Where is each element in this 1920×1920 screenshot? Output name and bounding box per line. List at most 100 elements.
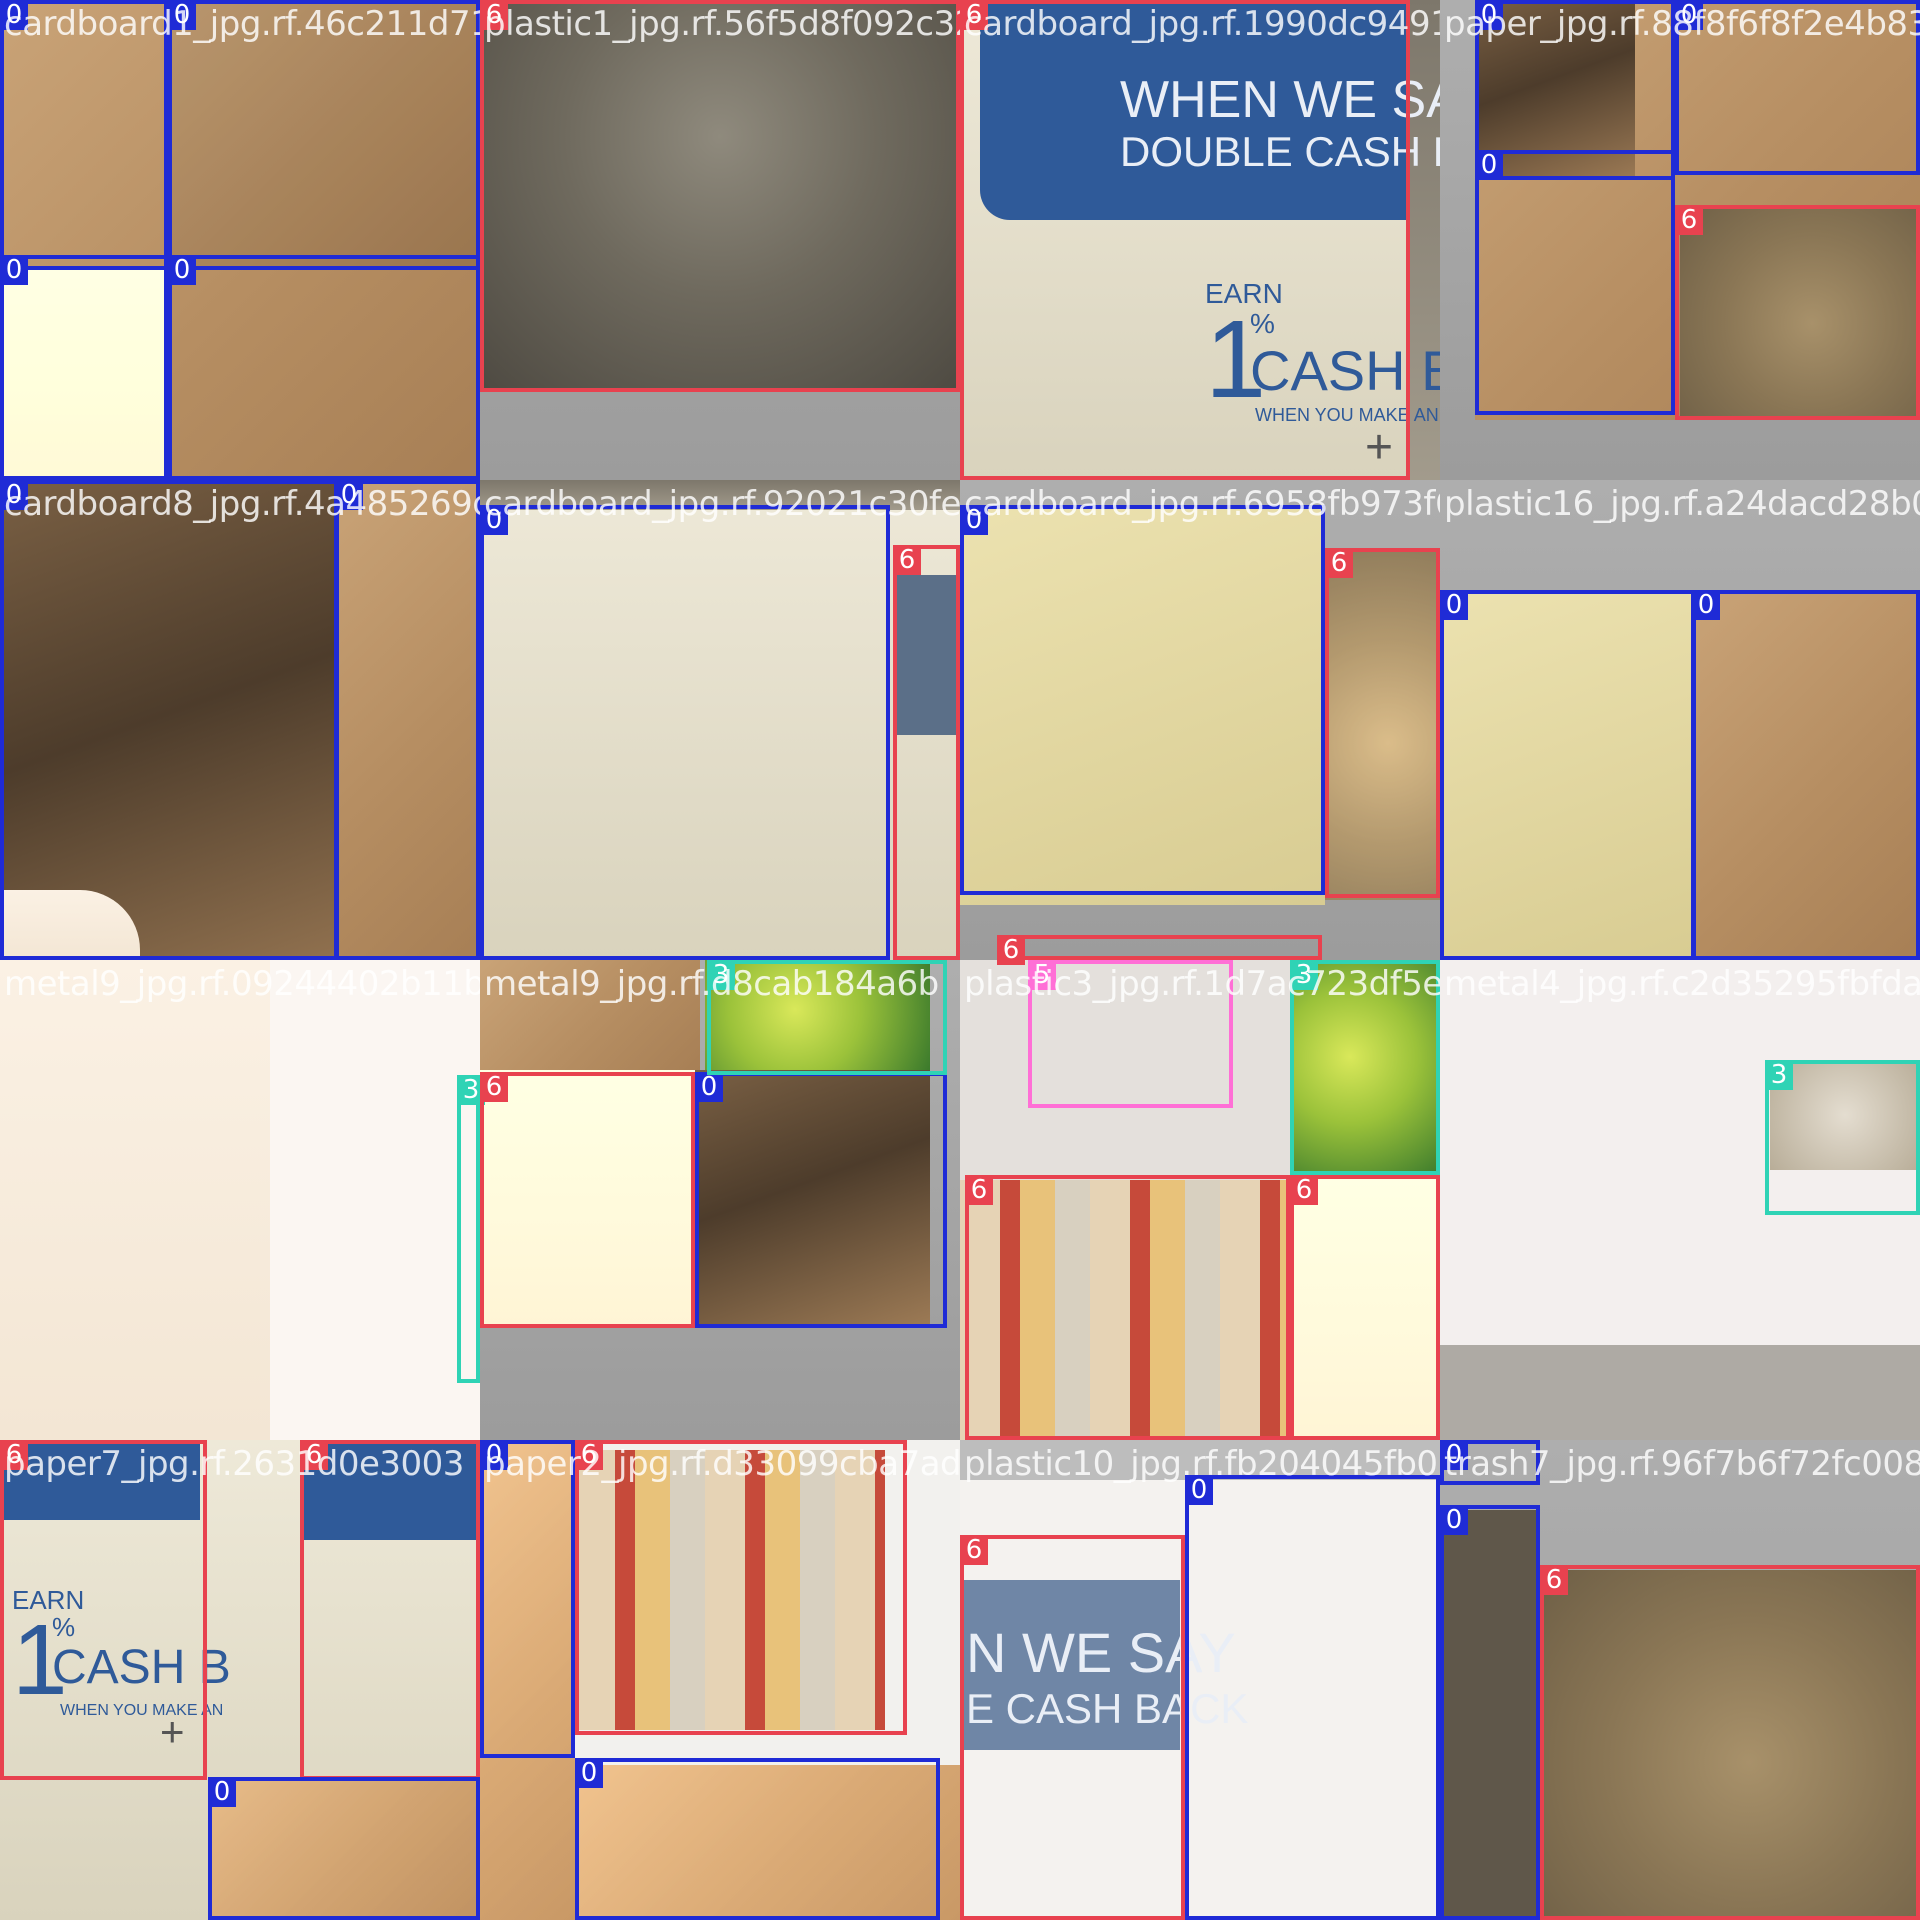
tile-6: cardboard_jpg.rf.92021c30fe6f94c25 bbox=[480, 480, 960, 960]
bbox: 6 bbox=[1540, 1565, 1920, 1920]
tile-image-part bbox=[0, 270, 170, 480]
bbox: 0 bbox=[335, 480, 480, 960]
tile-14: paper2_jpg.rf.d33099cba7ad50 bbox=[480, 1440, 960, 1920]
tile-12: metal4_jpg.rf.c2d35295fbfdaa bbox=[1440, 960, 1920, 1440]
tile-label: cardboard1_jpg.rf.46c211d71a94cba296908f… bbox=[4, 4, 480, 44]
bbox-class-tag: 0 bbox=[1475, 0, 1503, 30]
tile-image-part bbox=[270, 960, 480, 1440]
bbox-class-tag: 0 bbox=[168, 0, 196, 30]
print-text: % bbox=[52, 1612, 76, 1642]
bbox: 0 bbox=[1185, 1475, 1440, 1920]
bbox: 6 bbox=[965, 1175, 1290, 1440]
bbox-class-tag: 0 bbox=[208, 1777, 236, 1807]
bbox: 0 bbox=[1675, 0, 1920, 175]
bbox-class-tag: 0 bbox=[1440, 1440, 1468, 1470]
bbox: 3 bbox=[707, 960, 947, 1075]
bbox-class-tag: 0 bbox=[1185, 1475, 1213, 1505]
tile-label: cardboard_jpg.rf.1990dc949132fbc712a23c bbox=[964, 4, 1440, 44]
bbox-class-tag: 6 bbox=[1325, 548, 1353, 578]
tile-image-part bbox=[705, 960, 930, 1070]
bbox-class-tag: 6 bbox=[0, 1440, 28, 1470]
bbox-class-tag: 6 bbox=[960, 1535, 988, 1565]
tile-label: paper_jpg.rf.88f8f6f8f2e4b8322 bbox=[1444, 4, 1920, 44]
bbox: 3 bbox=[1765, 1060, 1920, 1215]
tile-image-part bbox=[960, 505, 1325, 905]
tile-image-part bbox=[1540, 1570, 1920, 1920]
bbox-class-tag: 0 bbox=[0, 255, 28, 285]
tile-image-part bbox=[1290, 960, 1440, 1175]
bbox-class-tag: 6 bbox=[1675, 205, 1703, 235]
tile-image-part bbox=[575, 1765, 960, 1920]
banner-text: WHEN WE SAY bbox=[1120, 71, 1440, 129]
banner-text: DOUBLE CASH BACK bbox=[1120, 128, 1440, 175]
tile-image-part bbox=[960, 960, 1290, 1180]
print-text: 1 bbox=[12, 1604, 68, 1716]
bbox: 0 bbox=[480, 1440, 575, 1758]
bbox: 6 bbox=[1675, 205, 1920, 420]
tile-1: cardboard1_jpg.rf.46c211d71a94cba296908f… bbox=[0, 0, 480, 480]
tile-5: cardboard8_jpg.rf.4a485269d5d6a6f6f8 bbox=[0, 480, 480, 960]
tile-9: metal9_jpg.rf.09244402b11b7f bbox=[0, 960, 480, 1440]
tile-image-part bbox=[1680, 205, 1920, 420]
bbox-class-tag: 0 bbox=[1475, 150, 1503, 180]
bbox-class-tag: 0 bbox=[575, 1758, 603, 1788]
tile-label: paper2_jpg.rf.d33099cba7ad50 bbox=[484, 1444, 960, 1484]
banner-text: N WE SAY bbox=[966, 1621, 1236, 1684]
tile-image-part bbox=[480, 1440, 575, 1920]
bbox: 6 bbox=[575, 1440, 907, 1735]
tile-3: WHEN WE SAY DOUBLE CASH BACK EARN 1 % CA… bbox=[960, 0, 1440, 480]
bbox-class-tag: 0 bbox=[1692, 590, 1720, 620]
bbox-class-tag: 3 bbox=[1290, 960, 1318, 990]
tile-image-part bbox=[1770, 1060, 1920, 1170]
tile-image-part bbox=[300, 1440, 480, 1540]
tile-image-part bbox=[1440, 590, 1695, 960]
bbox-class-tag: 0 bbox=[480, 505, 508, 535]
tile-label: cardboard_jpg.rf.92021c30fe6f94c25 bbox=[484, 484, 960, 524]
bbox-class-tag: 6 bbox=[575, 1440, 603, 1470]
bbox: 0 bbox=[168, 0, 480, 270]
tile-image-part bbox=[0, 890, 140, 960]
print-text: WHEN YOU MAKE AN bbox=[1255, 405, 1439, 425]
tile-image-part bbox=[895, 575, 960, 735]
bbox-class-tag: 3 bbox=[707, 960, 735, 990]
bbox: 6 bbox=[1290, 1175, 1440, 1440]
tile-label: plastic3_jpg.rf.1d7ac723df5ee bbox=[964, 964, 1440, 1004]
tile-image-part bbox=[1440, 1510, 1540, 1920]
tile-image-part bbox=[1290, 1175, 1440, 1440]
tile-15: N WE SAY E CASH BACK plastic10_jpg.rf.fb… bbox=[960, 1440, 1440, 1920]
print-text: 1 bbox=[1205, 298, 1267, 421]
tile-image-part bbox=[480, 960, 700, 1070]
bbox: 0 bbox=[960, 505, 1325, 895]
bbox-class-tag: 0 bbox=[1675, 0, 1703, 30]
tile-image-part bbox=[960, 1580, 1180, 1750]
bbox: 6 bbox=[480, 1072, 695, 1328]
tile-label: metal9_jpg.rf.d8cab184a6b bbox=[484, 964, 939, 1004]
bbox: 0 bbox=[0, 0, 168, 270]
bbox-class-tag: 0 bbox=[0, 0, 28, 30]
tile-label: plastic16_jpg.rf.a24dacd28b01 bbox=[1444, 484, 1920, 524]
bbox: 6 bbox=[893, 545, 960, 960]
bbox: 0 bbox=[1440, 590, 1695, 960]
tile-image-part bbox=[335, 480, 480, 960]
tile-7: cardboard_jpg.rf.6958fb973f6e9d356 bbox=[960, 480, 1440, 960]
tile-label: paper7_jpg.rf.2631d0e3003 bbox=[4, 1444, 464, 1484]
tile-image-part bbox=[695, 1070, 930, 1325]
bbox: 0 bbox=[480, 505, 890, 960]
bbox: 6 bbox=[480, 0, 960, 392]
bbox-class-tag: 0 bbox=[695, 1072, 723, 1102]
bbox-class-tag: 6 bbox=[480, 1072, 508, 1102]
bbox-class-tag: 0 bbox=[0, 480, 28, 510]
print-text: EARN bbox=[1205, 278, 1283, 309]
bbox: 3 bbox=[1290, 960, 1440, 1175]
tile-13: EARN 1 % CASH B WHEN YOU MAKE AN + paper… bbox=[0, 1440, 480, 1920]
print-text: % bbox=[1250, 308, 1275, 339]
bbox-class-tag: 3 bbox=[1765, 1060, 1793, 1090]
tile-10: metal9_jpg.rf.d8cab184a6b bbox=[480, 960, 960, 1440]
print-text: WHEN YOU MAKE AN bbox=[60, 1702, 224, 1719]
bbox: 0 bbox=[1475, 150, 1675, 415]
bbox-class-tag: 0 bbox=[480, 1440, 508, 1470]
bbox: 0 bbox=[695, 1072, 947, 1328]
print-text: EARN bbox=[12, 1585, 85, 1615]
tile-image-part bbox=[960, 1180, 1290, 1440]
